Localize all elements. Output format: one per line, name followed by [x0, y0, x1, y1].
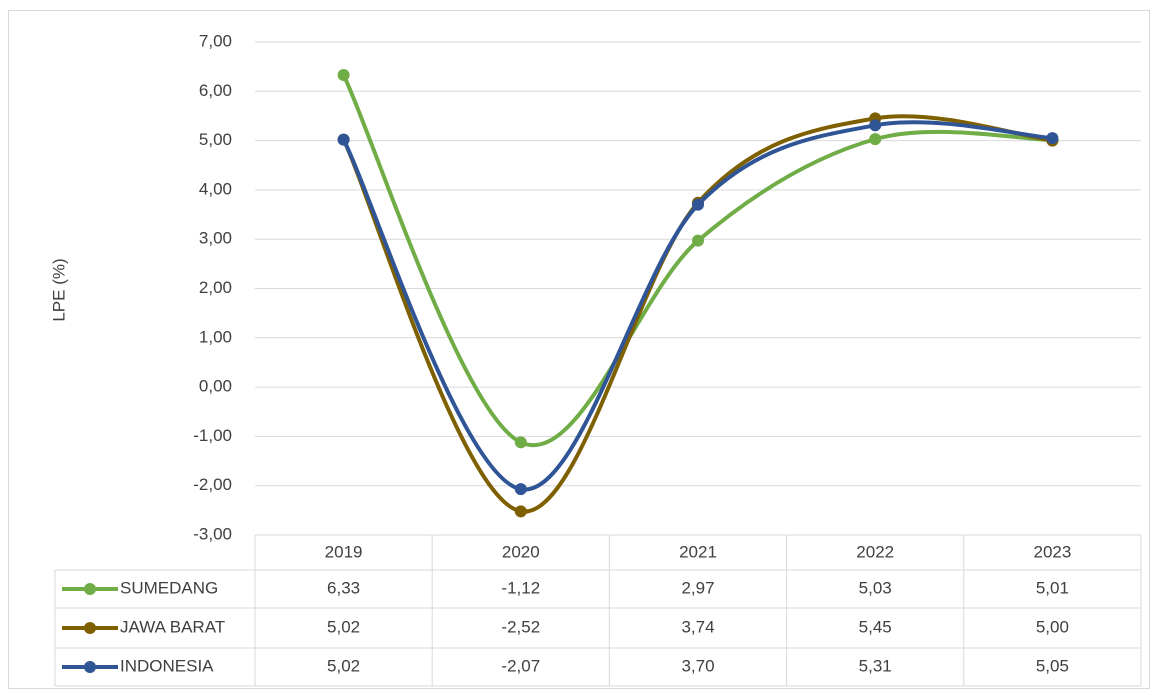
marker	[692, 198, 704, 211]
marker	[869, 133, 882, 146]
series-line	[341, 73, 1055, 448]
table-value: 5,01	[1036, 578, 1069, 597]
y-tick-label: -1,00	[193, 426, 232, 445]
marker	[869, 119, 882, 132]
marker	[1046, 132, 1059, 145]
marker	[337, 69, 350, 82]
x-tick-label: 2020	[502, 542, 540, 561]
y-tick-label: 3,00	[199, 229, 232, 248]
marker	[337, 133, 350, 146]
table-value: -2,07	[501, 656, 540, 675]
table-value: 5,00	[1036, 617, 1069, 636]
x-tick-label: 2021	[679, 542, 717, 561]
series-line	[341, 120, 1055, 492]
marker	[692, 234, 704, 247]
y-axis-title: LPE (%)	[49, 258, 68, 321]
y-tick-label: 6,00	[199, 81, 232, 100]
legend-label: INDONESIA	[120, 656, 214, 675]
x-tick-label: 2023	[1033, 542, 1071, 561]
table-value: 2,97	[681, 578, 714, 597]
x-tick-label: 2022	[856, 542, 894, 561]
marker	[514, 436, 527, 449]
legend-key-marker	[84, 583, 96, 595]
table-value: 5,05	[1036, 656, 1069, 675]
legend-key-marker	[84, 661, 96, 673]
marker	[514, 505, 527, 518]
marker	[514, 483, 527, 496]
table-value: 5,45	[859, 617, 892, 636]
table-value: 5,03	[859, 578, 892, 597]
y-tick-label: 4,00	[199, 179, 232, 198]
series-line	[341, 114, 1055, 514]
x-tick-label: 2019	[325, 542, 363, 561]
table-value: 5,02	[327, 656, 360, 675]
table-value: 3,74	[681, 617, 714, 636]
y-tick-label: -3,00	[193, 524, 232, 543]
y-tick-label: 0,00	[199, 377, 232, 396]
table-value: 5,02	[327, 617, 360, 636]
table-value: -1,12	[501, 578, 540, 597]
legend-key-marker	[84, 622, 96, 634]
y-tick-label: 2,00	[199, 278, 232, 297]
y-tick-label: -2,00	[193, 475, 232, 494]
legend-label: JAWA BARAT	[120, 617, 225, 636]
y-tick-label: 7,00	[199, 31, 232, 50]
table-value: 5,31	[859, 656, 892, 675]
y-tick-label: 1,00	[199, 327, 232, 346]
legend-label: SUMEDANG	[120, 578, 218, 597]
table-value: -2,52	[501, 617, 540, 636]
y-tick-label: 5,00	[199, 130, 232, 149]
table-value: 6,33	[327, 578, 360, 597]
chart-border	[8, 10, 1150, 689]
table-value: 3,70	[681, 656, 714, 675]
